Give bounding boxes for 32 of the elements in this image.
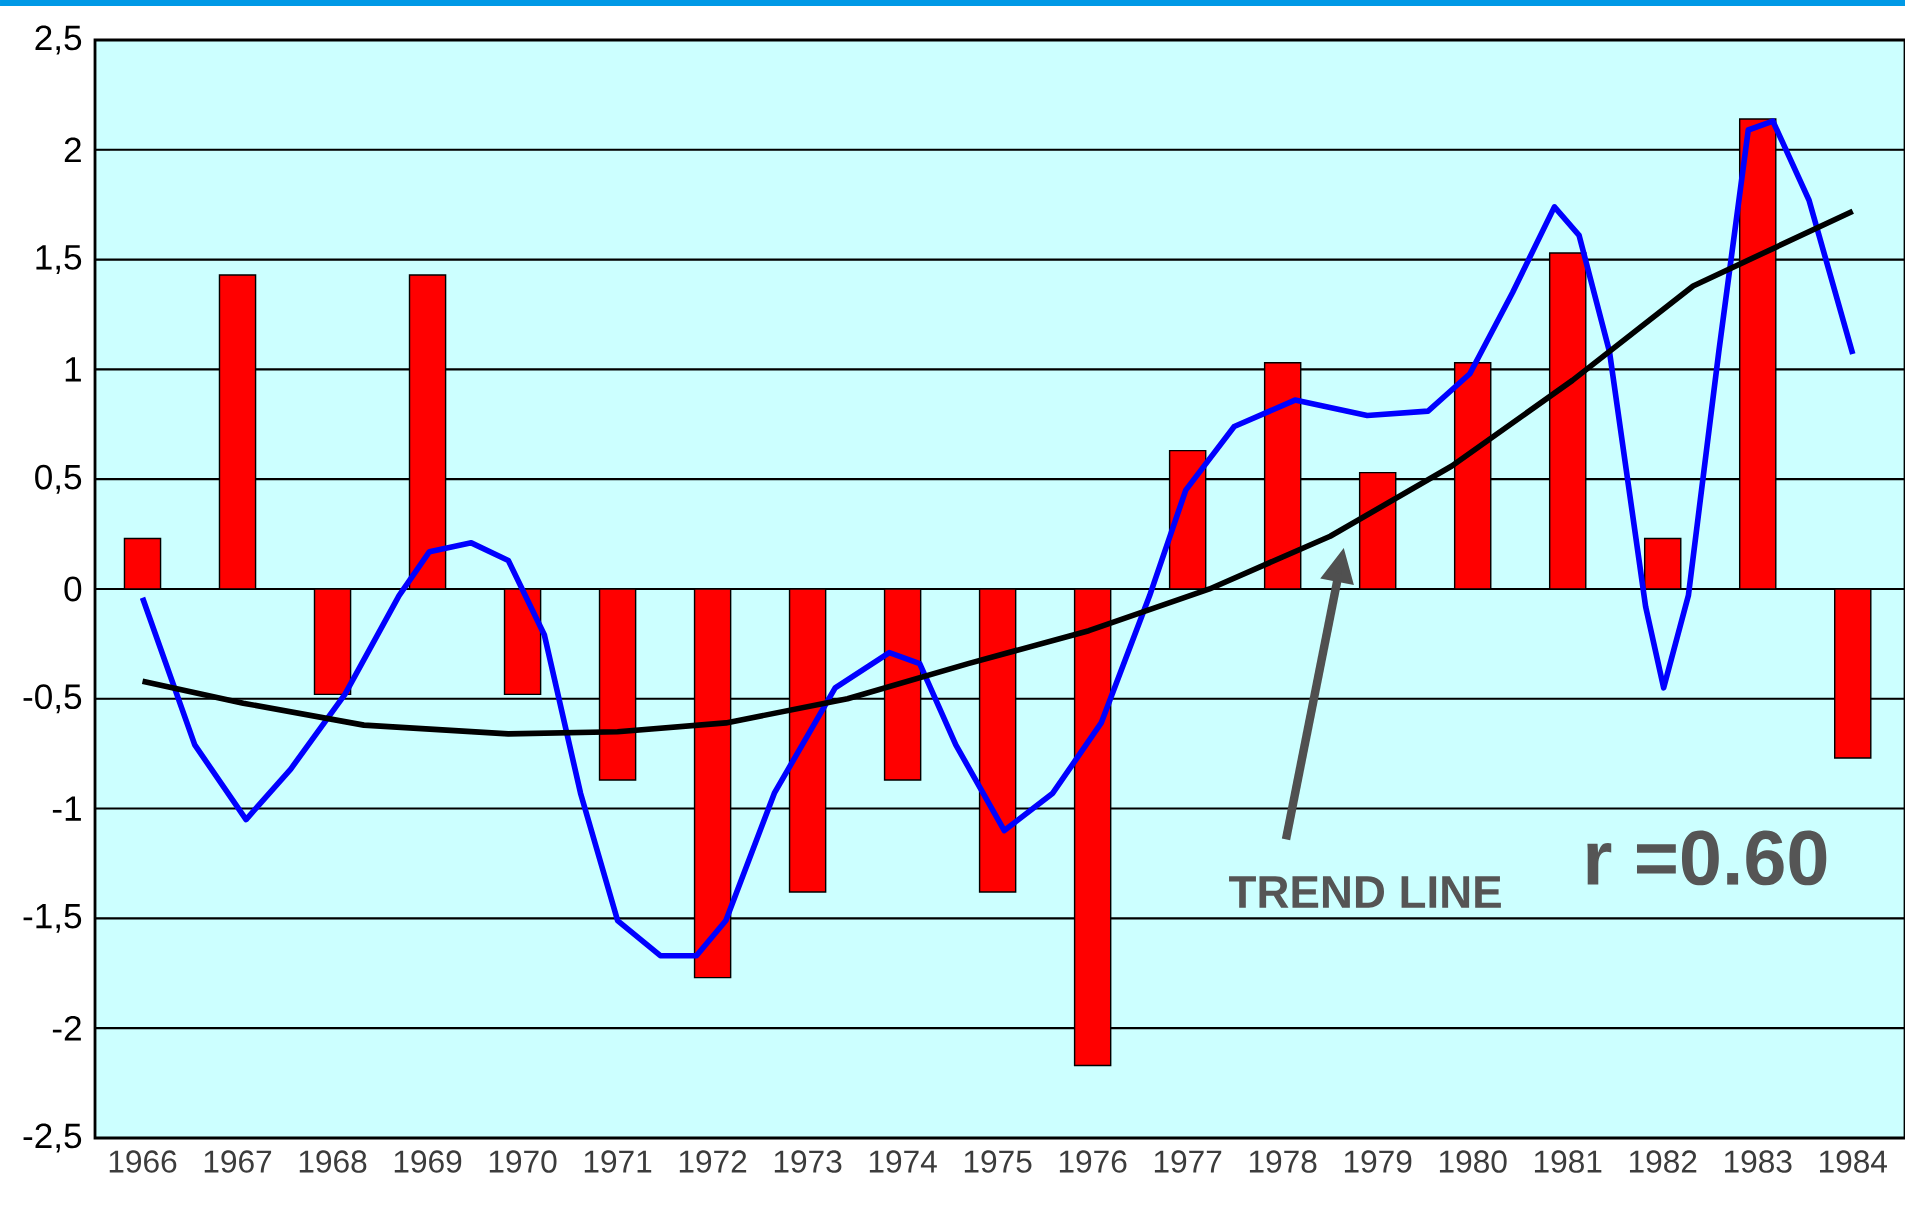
- y-tick-label: 1: [65, 357, 81, 382]
- y-tick-label: 0,5: [35, 464, 82, 494]
- x-tick-label: 1968: [299, 1150, 367, 1173]
- x-tick-label: 1978: [1249, 1150, 1317, 1173]
- x-tick-label: 1971: [584, 1150, 652, 1173]
- y-tick-label: 2,5: [35, 25, 82, 55]
- y-tick-label: -1: [52, 796, 81, 821]
- x-tick-label: 1976: [1059, 1150, 1127, 1173]
- annotation: TREND LINE: [1229, 876, 1501, 908]
- y-tick-label: -2,5: [23, 1123, 82, 1153]
- x-tick-label: 1970: [489, 1150, 557, 1173]
- y-tick-label: 0: [64, 576, 82, 602]
- x-tick-label: 1981: [1534, 1150, 1602, 1173]
- x-tick-label: 1982: [1629, 1150, 1697, 1173]
- x-tick-label: 1984: [1819, 1150, 1887, 1173]
- y-tick-label: -2: [52, 1015, 81, 1041]
- x-tick-label: 1979: [1344, 1150, 1412, 1173]
- x-tick-label: 1974: [869, 1150, 937, 1173]
- y-tick-label: 1,5: [36, 245, 82, 274]
- x-tick-label: 1983: [1724, 1150, 1792, 1173]
- x-tick-label: 1972: [679, 1150, 747, 1173]
- y-tick-label: -0,5: [23, 684, 82, 714]
- annotation: r =0.60: [1587, 830, 1827, 886]
- x-tick-label: 1967: [204, 1150, 272, 1173]
- x-tick-label: 1966: [109, 1150, 177, 1173]
- x-tick-label: 1975: [964, 1150, 1032, 1173]
- y-tick-label: 2: [64, 137, 81, 163]
- x-tick-label: 1973: [774, 1150, 842, 1173]
- x-tick-label: 1977: [1154, 1150, 1222, 1173]
- x-tick-label: 1980: [1439, 1150, 1507, 1173]
- x-tick-label: 1969: [394, 1150, 462, 1173]
- y-tick-label: -1,5: [23, 904, 82, 933]
